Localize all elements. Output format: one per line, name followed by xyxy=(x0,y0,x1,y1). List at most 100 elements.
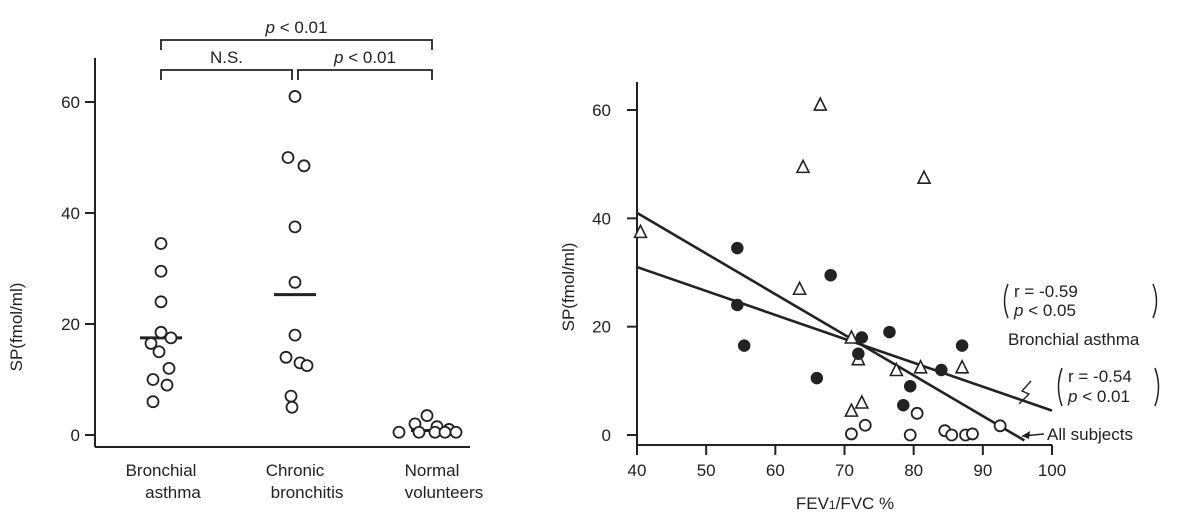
data-point-triangle xyxy=(812,96,828,111)
data-point-filled xyxy=(903,380,917,393)
category-label: Chronic bronchitis xyxy=(266,461,344,502)
asthma-line-label: Bronchial asthma xyxy=(1008,330,1140,349)
data-point xyxy=(438,425,452,439)
all-stats-right-paren xyxy=(1154,367,1160,407)
data-point-filled xyxy=(731,241,744,255)
data-point xyxy=(420,409,434,422)
data-point-triangle xyxy=(916,169,932,185)
regression-line xyxy=(636,211,1025,442)
comparison-label: p < 0.01 xyxy=(265,18,328,37)
right-x-tick-label: 80 xyxy=(904,461,923,480)
right-y-tick-label: 40 xyxy=(592,209,611,228)
data-point-filled xyxy=(955,339,969,352)
all-stats-left-paren xyxy=(1057,367,1063,407)
data-point xyxy=(284,389,298,403)
data-point xyxy=(300,359,314,373)
data-point xyxy=(392,425,406,439)
left-y-axis-label: SP(fmol/ml) xyxy=(7,283,26,372)
right-x-tick-label: 90 xyxy=(973,461,992,480)
data-point xyxy=(144,337,158,350)
asthma-p-value: p < 0.05 xyxy=(1013,301,1076,320)
data-point-filled xyxy=(737,339,751,352)
data-point-filled xyxy=(824,268,837,282)
left-y-tick-label: 0 xyxy=(71,426,80,445)
comparison-label: N.S. xyxy=(210,48,243,67)
data-point-open xyxy=(903,428,917,442)
data-point-filled xyxy=(731,298,744,312)
data-point-triangle xyxy=(633,223,648,239)
all-subjects-line-label: All subjects xyxy=(1047,425,1133,444)
left-y-tick-label: 20 xyxy=(61,315,80,334)
category-label: Bronchial asthma xyxy=(126,461,202,502)
data-point xyxy=(288,90,302,103)
data-point-triangle xyxy=(854,394,870,409)
data-point xyxy=(152,345,166,359)
data-point-filled xyxy=(883,325,896,339)
comparison-label: p < 0.01 xyxy=(333,48,396,67)
data-point-triangle xyxy=(844,402,859,417)
asthma-r-value: r = -0.59 xyxy=(1014,282,1078,301)
data-point-open xyxy=(993,419,1007,433)
right-y-tick-label: 0 xyxy=(602,426,611,445)
data-point xyxy=(154,264,168,278)
right-x-axis-label: FEV1/FVC % xyxy=(796,494,894,513)
data-point-open xyxy=(910,406,924,420)
data-point xyxy=(288,220,302,234)
data-point xyxy=(281,151,295,164)
data-point xyxy=(285,400,299,414)
regression-line xyxy=(636,265,1053,412)
data-point xyxy=(162,361,176,375)
data-point-triangle xyxy=(889,361,904,377)
data-point-filled xyxy=(935,363,948,377)
all-subjects-arrowhead xyxy=(1022,431,1030,439)
right-x-tick-label: 40 xyxy=(628,461,647,480)
comparison-bracket xyxy=(297,69,433,80)
data-point-filled xyxy=(897,398,910,412)
data-point-triangle xyxy=(844,329,859,344)
right-y-tick-label: 60 xyxy=(592,101,611,120)
data-point-triangle xyxy=(954,359,970,374)
data-point xyxy=(154,295,168,309)
right-y-axis-label: SP(fmol/ml) xyxy=(559,243,578,332)
right-x-tick-label: 60 xyxy=(766,461,785,480)
right-x-tick-label: 50 xyxy=(697,461,716,480)
data-point-triangle xyxy=(795,158,811,174)
data-point-filled xyxy=(810,371,824,385)
data-point xyxy=(160,378,174,392)
data-point-open xyxy=(966,427,979,441)
left-y-tick-label: 60 xyxy=(61,93,80,112)
asthma-stats-left-paren xyxy=(1003,283,1009,319)
data-point-open xyxy=(945,428,959,442)
group-scatter-chart: 0 20 40 60 SP(fmol/ml) Bronchial asthma Chron… xyxy=(7,18,483,502)
data-point xyxy=(154,325,168,339)
data-point-open xyxy=(845,427,858,441)
data-point xyxy=(146,373,160,386)
correlation-scatter-chart: 0 20 40 60 40 50 60 70 80 90 100 SP(fmol/ml) FEV1… xyxy=(559,82,1160,513)
data-point xyxy=(164,331,178,345)
data-point xyxy=(297,159,311,173)
data-point xyxy=(288,328,302,342)
data-point xyxy=(449,425,463,439)
asthma-pointer xyxy=(1018,380,1032,405)
data-point-filled xyxy=(855,331,869,344)
data-point xyxy=(279,350,293,364)
data-point xyxy=(146,395,160,409)
right-x-tick-label: 100 xyxy=(1038,461,1066,480)
data-point-open xyxy=(858,418,872,432)
all-p-value: p < 0.01 xyxy=(1067,387,1130,406)
comparison-bracket xyxy=(160,69,293,80)
right-y-tick-label: 20 xyxy=(592,318,611,337)
comparison-bracket xyxy=(160,39,433,50)
data-point xyxy=(412,425,426,439)
all-r-value: r = -0.54 xyxy=(1068,367,1132,386)
data-point-filled xyxy=(852,347,865,360)
data-point xyxy=(154,237,168,250)
left-y-tick-label: 40 xyxy=(61,204,80,223)
data-point-triangle xyxy=(913,359,928,374)
asthma-stats-right-paren xyxy=(1152,283,1158,319)
data-point xyxy=(288,275,302,289)
right-x-tick-label: 70 xyxy=(835,461,854,480)
data-point-triangle xyxy=(792,280,807,296)
category-label: Normal volunteers xyxy=(405,461,484,502)
